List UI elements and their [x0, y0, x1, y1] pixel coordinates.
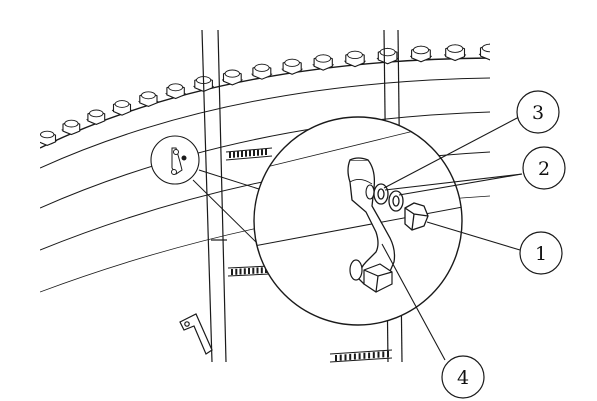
leader-2b	[384, 173, 523, 191]
slot-dash	[353, 353, 356, 360]
callout-leaders	[381, 116, 523, 361]
slot-dash	[260, 267, 263, 274]
slot-dash	[245, 150, 247, 157]
slot-dash	[382, 351, 385, 358]
callout-4-label: 4	[457, 367, 469, 389]
slot-dash	[231, 269, 233, 275]
slot-dash	[387, 351, 389, 357]
slot-dash	[363, 352, 366, 359]
slot-dash	[344, 354, 347, 361]
leader-1	[426, 221, 521, 251]
callout-1: 1	[519, 231, 563, 275]
slot-dash	[257, 149, 259, 156]
slot-dash	[252, 267, 255, 274]
detail-circle	[253, 116, 463, 326]
slot-dash	[372, 352, 375, 359]
ring-bolt	[40, 130, 58, 146]
slot-dash	[377, 351, 380, 358]
ring-bolt	[111, 100, 133, 116]
callout-2: 2	[522, 146, 566, 190]
slot-dash	[335, 355, 337, 361]
slot-dash	[265, 149, 267, 155]
ring-bolt	[443, 44, 467, 62]
callout-3-label: 3	[532, 102, 544, 124]
slot-dash	[235, 268, 238, 275]
ring-bolt	[86, 109, 107, 125]
ring-bolt	[251, 63, 273, 80]
bolt-1	[404, 202, 429, 231]
slot-dash	[229, 152, 231, 158]
ring-bolt	[344, 50, 366, 68]
ring-bolt	[61, 119, 82, 136]
slot-rail-upper	[225, 147, 273, 161]
callout-1-label: 1	[535, 243, 547, 265]
slot-dash	[339, 354, 342, 361]
slot-dash	[243, 268, 246, 275]
ring-bolt	[312, 54, 334, 71]
ring-bolt	[281, 58, 303, 75]
callout-4: 4	[441, 355, 485, 399]
callout-3: 3	[516, 90, 560, 134]
washer-2	[388, 190, 404, 212]
leader-4	[381, 243, 446, 361]
slot-dash	[233, 151, 235, 158]
locator-circle	[150, 135, 200, 185]
washer-3	[373, 183, 389, 205]
ring-bolt	[409, 45, 433, 63]
slot-rail-lower	[227, 265, 271, 277]
slot-dash	[261, 149, 263, 156]
lower-bolt	[349, 259, 393, 293]
ring-bolt	[221, 69, 243, 86]
small-bracket	[179, 313, 213, 355]
slot-dash	[248, 268, 250, 274]
background-machine	[40, 29, 490, 363]
ring-bolt	[478, 43, 490, 61]
detail-leader-lines	[192, 169, 263, 247]
slot-dash	[368, 352, 371, 359]
callout-2-label: 2	[538, 158, 550, 180]
leader-2	[398, 173, 523, 196]
slot-dash	[241, 151, 243, 157]
slot-dash	[249, 150, 251, 157]
slot-dash	[253, 150, 255, 156]
ring-bolt	[165, 83, 186, 100]
leader-3	[383, 116, 520, 189]
slot-dash	[349, 353, 352, 360]
slot-rail-bottom	[329, 349, 393, 363]
slot-dash	[237, 151, 239, 158]
ring-bolt	[138, 91, 159, 107]
ring-bolt-row	[40, 43, 490, 146]
slot-dash	[256, 267, 259, 274]
slot-dash	[358, 353, 361, 360]
ladder-post-left	[201, 29, 227, 363]
slot-dash	[239, 268, 242, 275]
